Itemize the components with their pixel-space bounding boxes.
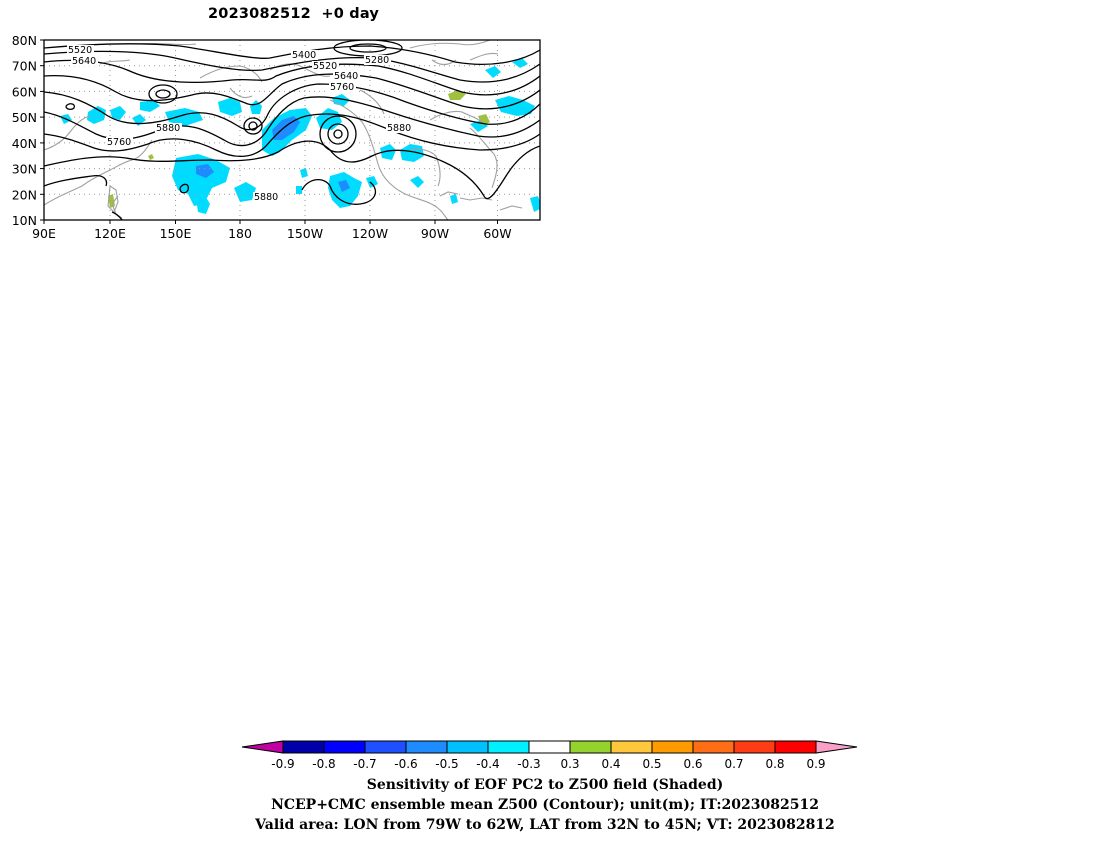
- colorbar-bin: [733, 740, 776, 754]
- lat-label: 80N: [12, 33, 37, 48]
- latitude-labels: 80N 70N 60N 50N 40N 30N 20N 10N: [12, 33, 37, 228]
- lat-label: 70N: [12, 59, 37, 74]
- lat-label: 50N: [12, 110, 37, 125]
- colorbar-tick-label: -0.3: [517, 757, 540, 771]
- contour-label: 5640: [72, 56, 96, 67]
- colorbar-tick-label: 0.5: [642, 757, 661, 771]
- map-frame: [43, 39, 541, 221]
- colorbar-bin: [364, 740, 407, 754]
- contour-label: 5640: [334, 71, 358, 82]
- colorbar-bin: [528, 740, 571, 754]
- colorbar-tick-label: -0.5: [435, 757, 458, 771]
- map-title: 2023082512 +0 day: [208, 6, 380, 22]
- colorbar-bin: [487, 740, 530, 754]
- colorbar: -0.9 -0.8 -0.7 -0.6 -0.5 -0.4 -0.3 0.3 0…: [241, 740, 858, 771]
- colorbar-tick-label: -0.4: [476, 757, 499, 771]
- colorbar-below-triangle: [241, 740, 284, 754]
- caption-line: NCEP+CMC ensemble mean Z500 (Contour); u…: [271, 797, 819, 813]
- lon-label: 150E: [160, 226, 192, 241]
- lon-label: 90E: [32, 226, 56, 241]
- lon-label: 120W: [352, 226, 388, 241]
- contour-label: 5520: [68, 45, 92, 56]
- colorbar-bin: [323, 740, 366, 754]
- lon-label: 150W: [287, 226, 323, 241]
- lat-label: 40N: [12, 136, 37, 151]
- lon-label: 90W: [421, 226, 449, 241]
- colorbar-bin: [405, 740, 448, 754]
- longitude-labels: 90E 120E 150E 180 150W 120W 90W 60W: [32, 226, 512, 241]
- lat-label: 20N: [12, 187, 37, 202]
- colorbar-bin: [610, 740, 653, 754]
- contour-labels: 5520 5640 5400 5280 5520 5640 5760 5880 …: [67, 45, 413, 203]
- colorbar-tick-label: -0.7: [353, 757, 376, 771]
- colorbar-tick-label: -0.9: [271, 757, 294, 771]
- contour-label: 5880: [254, 192, 278, 203]
- lon-label: 120E: [94, 226, 126, 241]
- colorbar-tick-label: -0.6: [394, 757, 417, 771]
- colorbar-tick-label: 0.8: [765, 757, 784, 771]
- colorbar-tick-label: 0.7: [724, 757, 743, 771]
- contour-label: 5280: [365, 55, 389, 66]
- colorbar-tick-label: -0.8: [312, 757, 335, 771]
- axis-ticks: [40, 39, 498, 224]
- colorbar-bin: [774, 740, 817, 754]
- negative-sensitivity-patches: [60, 58, 540, 214]
- caption-line: Valid area: LON from 79W to 62W, LAT fro…: [255, 817, 835, 833]
- contour-label: 5400: [292, 50, 316, 61]
- contour-label: 5880: [387, 123, 411, 134]
- contour-label: 5760: [107, 137, 131, 148]
- colorbar-bin: [692, 740, 735, 754]
- lon-label: 180: [228, 226, 252, 241]
- sensitivity-shading: [60, 58, 540, 214]
- lon-label: 60W: [483, 226, 511, 241]
- colorbar-tick-label: 0.4: [601, 757, 620, 771]
- caption-line: Sensitivity of EOF PC2 to Z500 field (Sh…: [366, 777, 724, 793]
- contour-label: 5880: [156, 123, 180, 134]
- lat-label: 10N: [12, 213, 37, 228]
- colorbar-bin: [446, 740, 489, 754]
- lat-label: 60N: [12, 84, 37, 99]
- contour-label: 5520: [313, 61, 337, 72]
- colorbar-above-triangle: [815, 740, 858, 754]
- contour-label: 5760: [330, 82, 354, 93]
- colorbar-bin: [569, 740, 612, 754]
- colorbar-tick-label: 0.9: [806, 757, 825, 771]
- colorbar-bin: [282, 740, 325, 754]
- colorbar-tick-label: 0.6: [683, 757, 702, 771]
- colorbar-tick-label: 0.3: [560, 757, 579, 771]
- lat-label: 30N: [12, 162, 37, 177]
- colorbar-bin: [651, 740, 694, 754]
